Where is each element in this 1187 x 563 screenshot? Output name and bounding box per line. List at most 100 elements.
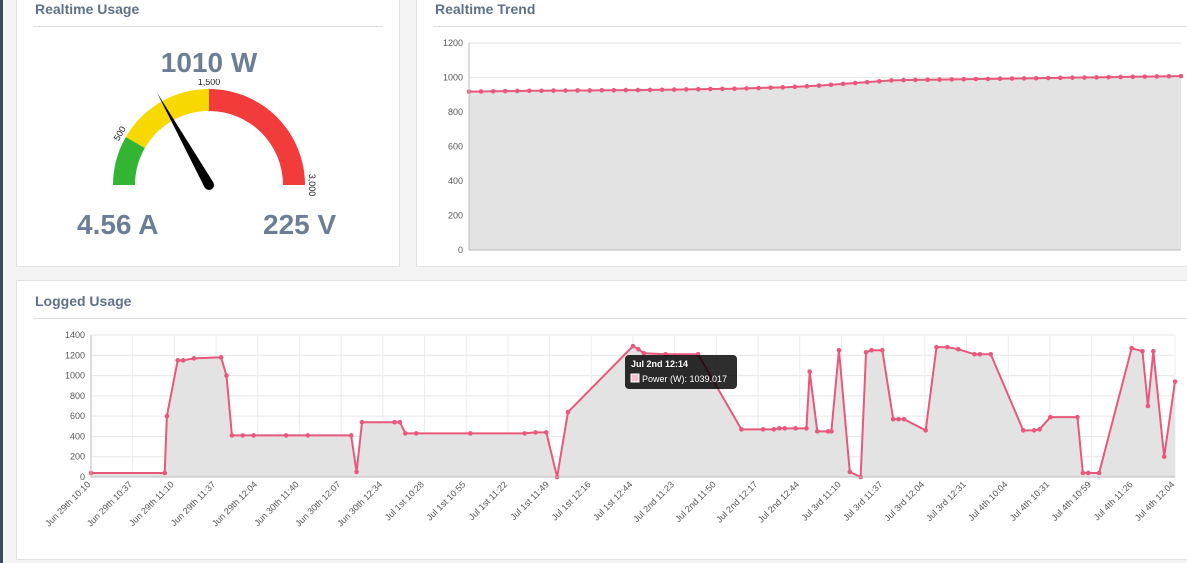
- x-tick-label: Jul 2nd 12:17: [714, 479, 759, 524]
- data-point: [828, 82, 834, 88]
- data-point: [1037, 427, 1042, 432]
- data-point: [880, 347, 885, 353]
- x-tick-label: Jul 1st 12:16: [550, 479, 593, 522]
- gauge-band-1: [125, 89, 209, 148]
- window-edge: [0, 0, 3, 563]
- x-tick-label: Jul 1st 11:22: [467, 479, 510, 522]
- data-point: [1094, 75, 1099, 80]
- data-point: [977, 351, 983, 357]
- y-tick-label: 1400: [65, 330, 85, 340]
- x-tick-label: Jul 3rd 12:04: [882, 479, 926, 523]
- data-point: [468, 431, 473, 436]
- x-tick-label: Jun 30th 12:34: [335, 479, 384, 528]
- x-tick-label: Jul 2nd 12:44: [756, 479, 801, 524]
- current-readout: 4.56 A: [77, 209, 159, 240]
- data-point: [623, 87, 629, 93]
- data-point: [478, 89, 484, 94]
- data-point: [1154, 74, 1160, 79]
- tooltip-box: [625, 355, 737, 389]
- data-point: [985, 76, 991, 82]
- title-divider: [33, 318, 1187, 319]
- y-tick-label: 0: [458, 245, 463, 255]
- data-point: [771, 427, 777, 432]
- data-point: [1070, 75, 1075, 80]
- data-point: [949, 77, 955, 82]
- data-point: [804, 426, 809, 431]
- data-point: [869, 347, 874, 353]
- data-point: [1130, 74, 1136, 80]
- hover-tooltip: Jul 2nd 12:14 Power (W): 1039.017: [625, 355, 737, 389]
- data-point: [1080, 470, 1086, 476]
- data-point: [175, 358, 181, 363]
- y-tick-label: 1200: [443, 38, 463, 48]
- data-point: [997, 76, 1003, 82]
- data-point: [522, 431, 527, 436]
- x-tick-label: Jul 3rd 11:10: [799, 479, 842, 522]
- data-point: [359, 419, 365, 425]
- data-point: [218, 355, 224, 360]
- x-tick-label: Jul 3rd 11:37: [841, 479, 884, 522]
- data-point: [224, 373, 229, 378]
- data-point: [575, 88, 580, 93]
- data-point: [1145, 403, 1151, 409]
- data-point: [641, 350, 647, 356]
- data-point: [1151, 348, 1156, 354]
- y-tick-label: 400: [70, 431, 85, 441]
- y-tick-label: 400: [448, 176, 463, 186]
- data-point: [814, 429, 820, 434]
- panel-title: Realtime Usage: [35, 1, 140, 17]
- data-point: [229, 433, 235, 438]
- realtime-trend-panel: Realtime Trend 0 200 400 600 800 1000 1200: [416, 0, 1187, 267]
- x-tick-label: Jul 1st 10:28: [383, 479, 426, 522]
- data-point: [543, 430, 549, 435]
- y-tick-label: 1000: [443, 73, 463, 83]
- data-point: [890, 416, 896, 422]
- x-tick-label: Jul 1st 12:44: [591, 479, 634, 522]
- data-point: [587, 88, 592, 93]
- gauge-band-2: [209, 89, 305, 185]
- data-point: [901, 77, 906, 83]
- data-point: [1009, 76, 1015, 81]
- voltage-readout: 225 V: [263, 209, 337, 240]
- data-point: [937, 77, 942, 82]
- trend-chart: 0 200 400 600 800 1000 1200: [443, 38, 1184, 255]
- data-point: [1033, 75, 1039, 81]
- gauge-needle-hub: [204, 180, 214, 190]
- data-point: [807, 369, 812, 374]
- data-point: [925, 77, 930, 83]
- data-point: [720, 86, 725, 92]
- y-tick-label: 600: [70, 411, 85, 421]
- data-point: [782, 426, 788, 431]
- data-point: [539, 88, 544, 94]
- area-fill: [469, 76, 1181, 250]
- x-tick-label: Jul 4th 10:31: [1008, 479, 1052, 523]
- data-point: [1129, 345, 1134, 351]
- data-point: [1161, 454, 1167, 460]
- data-point: [961, 76, 967, 82]
- data-point: [864, 79, 870, 85]
- data-point: [1020, 428, 1026, 433]
- data-point: [1085, 470, 1091, 476]
- data-point: [777, 426, 782, 431]
- gauge-band-0: [113, 137, 145, 185]
- data-point: [647, 87, 653, 93]
- data-point: [896, 416, 901, 422]
- y-tick-label: 200: [448, 211, 463, 221]
- data-point: [744, 86, 749, 91]
- data-point: [636, 346, 641, 352]
- data-point: [695, 86, 701, 92]
- x-tick-label: Jul 4th 12:04: [1133, 479, 1177, 523]
- data-point: [1058, 75, 1063, 81]
- x-tick-label: Jul 2nd 11:23: [631, 479, 676, 524]
- data-point: [889, 78, 894, 83]
- x-tick-label: Jul 2nd 11:50: [673, 479, 718, 524]
- data-point: [1166, 73, 1172, 79]
- data-point: [863, 349, 869, 355]
- data-point: [732, 86, 737, 92]
- data-point: [392, 419, 397, 425]
- data-point: [913, 77, 918, 83]
- data-point: [683, 87, 689, 92]
- data-point: [1075, 414, 1080, 420]
- data-point: [793, 426, 798, 431]
